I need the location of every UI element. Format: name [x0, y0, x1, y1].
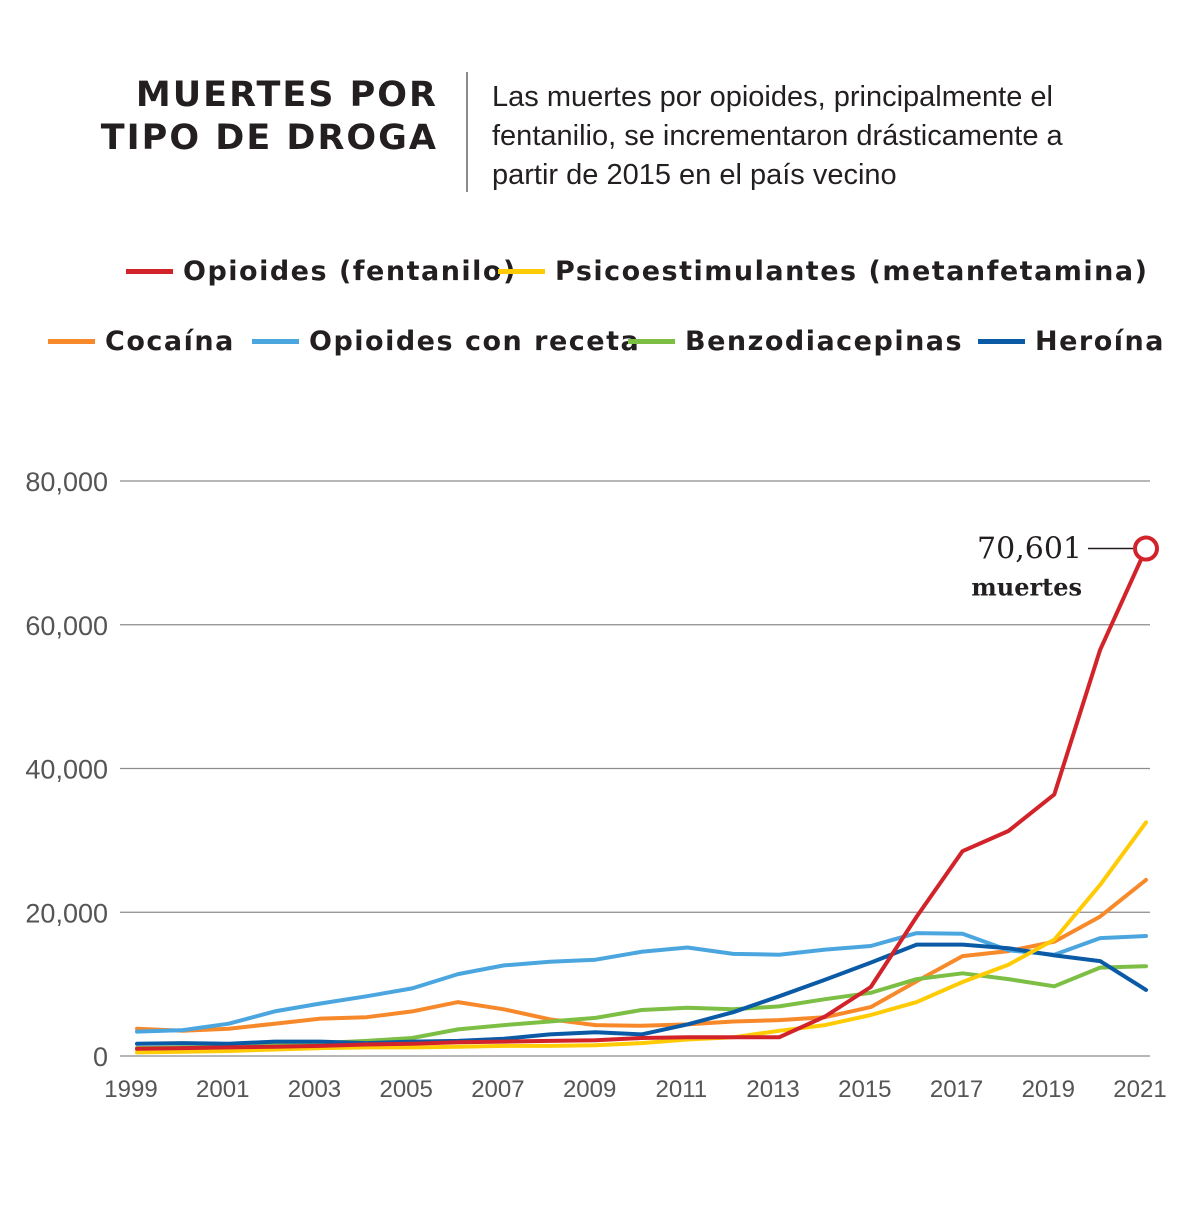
x-tick-label: 2005 [379, 1076, 432, 1103]
x-tick-label: 2003 [288, 1076, 341, 1103]
chart-title: MUERTES POR TIPO DE DROGA [90, 74, 438, 160]
x-tick-label: 2021 [1113, 1076, 1166, 1103]
series-line-opioides-fentanilo [135, 546, 1148, 1051]
y-tick-label: 40,000 [25, 755, 108, 785]
legend-swatch-benzodiacepinas [628, 339, 675, 344]
x-tick-label: 2007 [471, 1076, 524, 1103]
legend-label-opioides-receta: Opioides con receta [309, 326, 641, 357]
x-tick-label: 2019 [1022, 1076, 1075, 1103]
legend-swatch-heroina [978, 339, 1025, 344]
chart-title-line2: TIPO DE DROGA [100, 118, 438, 158]
x-axis-ticks: 1999 2001 2003 2005 2007 2009 2011 2013 2015 2017… [104, 1076, 1166, 1103]
chart-subtitle: Las muertes por opioides, principalmente… [492, 81, 1063, 191]
peak-marker [1133, 535, 1159, 562]
y-tick-label: 0 [93, 1042, 108, 1072]
series-line-cocaina [135, 877, 1148, 1033]
title-divider [466, 72, 468, 192]
legend-swatch-metanfetamina [498, 269, 545, 274]
legend-label-heroina: Heroína [1035, 326, 1165, 357]
x-tick-label: 1999 [104, 1076, 157, 1103]
series-line-psicoestimulantes-metanfetamina [135, 820, 1148, 1055]
x-tick-label: 2017 [930, 1076, 983, 1103]
legend-label-cocaina: Cocaína [105, 326, 235, 357]
annotation-value: 70,601 [977, 532, 1082, 567]
peak-annotation: 70,601 muertes [971, 532, 1159, 602]
legend-item-cocaina: Cocaína [48, 326, 235, 357]
legend-item-metanfetamina: Psicoestimulantes (metanfetamina) [498, 256, 1148, 287]
x-tick-label: 2011 [656, 1076, 708, 1103]
legend-item-opioides-receta: Opioides con receta [252, 326, 640, 357]
legend-item-heroina: Heroína [978, 326, 1165, 357]
y-tick-label: 20,000 [25, 898, 108, 928]
series-line-opioides-con-receta [135, 931, 1148, 1034]
legend-label-metanfetamina: Psicoestimulantes (metanfetamina) [555, 256, 1149, 287]
legend-label-benzodiacepinas: Benzodiacepinas [685, 326, 964, 357]
legend-swatch-opioides-receta [252, 339, 299, 344]
series-line-heroina [135, 942, 1148, 1046]
chart-series-lines [135, 546, 1148, 1055]
legend-label-fentanilo: Opioides (fentanilo) [183, 256, 517, 287]
legend-item-fentanilo: Opioides (fentanilo) [126, 256, 517, 287]
x-tick-label: 2001 [196, 1076, 249, 1103]
y-axis-ticks: 0 20,000 40,000 60,000 80,000 [25, 467, 108, 1072]
chart-gridlines [120, 480, 1150, 1057]
y-tick-label: 80,000 [25, 467, 108, 497]
x-tick-label: 2013 [746, 1076, 799, 1103]
chart-title-line1: MUERTES POR [135, 75, 438, 115]
y-tick-label: 60,000 [25, 611, 108, 641]
x-tick-label: 2009 [563, 1076, 616, 1103]
legend-swatch-fentanilo [126, 269, 173, 274]
x-tick-label: 2015 [838, 1076, 891, 1103]
annotation-unit: muertes [971, 573, 1082, 602]
legend-swatch-cocaina [48, 339, 95, 344]
legend-item-benzodiacepinas: Benzodiacepinas [628, 326, 963, 357]
